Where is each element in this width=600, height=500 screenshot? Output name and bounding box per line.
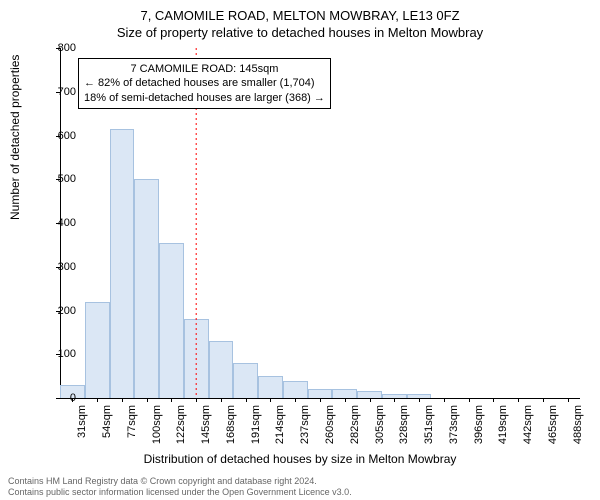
x-tick-mark xyxy=(568,398,569,402)
y-axis-label: Number of detached properties xyxy=(8,55,22,220)
y-tick-label: 100 xyxy=(46,348,76,360)
x-tick-mark xyxy=(469,398,470,402)
x-tick-label: 488sqm xyxy=(572,405,584,444)
plot-area: 7 CAMOMILE ROAD: 145sqm← 82% of detached… xyxy=(60,48,580,398)
x-tick-label: 373sqm xyxy=(448,405,460,444)
x-tick-label: 442sqm xyxy=(522,405,534,444)
x-tick-mark xyxy=(122,398,123,402)
y-tick-label: 700 xyxy=(46,86,76,98)
x-tick-label: 465sqm xyxy=(547,405,559,444)
x-tick-mark xyxy=(295,398,296,402)
x-tick-mark xyxy=(394,398,395,402)
x-tick-mark xyxy=(493,398,494,402)
footer-credits: Contains HM Land Registry data © Crown c… xyxy=(8,476,352,498)
y-tick-mark xyxy=(56,136,60,137)
x-tick-label: 351sqm xyxy=(423,405,435,444)
x-axis-label: Distribution of detached houses by size … xyxy=(0,452,600,466)
y-tick-mark xyxy=(56,223,60,224)
y-tick-label: 800 xyxy=(46,42,76,54)
x-tick-mark xyxy=(270,398,271,402)
x-tick-label: 260sqm xyxy=(324,405,336,444)
x-tick-mark xyxy=(320,398,321,402)
y-tick-label: 300 xyxy=(46,261,76,273)
x-tick-label: 100sqm xyxy=(151,405,163,444)
x-tick-label: 54sqm xyxy=(101,405,113,438)
x-tick-mark xyxy=(221,398,222,402)
y-tick-mark xyxy=(56,179,60,180)
annotation-line: ← 82% of detached houses are smaller (1,… xyxy=(84,76,325,90)
footer-line2: Contains public sector information licen… xyxy=(8,487,352,498)
x-tick-label: 419sqm xyxy=(497,405,509,444)
x-tick-label: 77sqm xyxy=(126,405,138,438)
annotation-box: 7 CAMOMILE ROAD: 145sqm← 82% of detached… xyxy=(78,58,331,109)
x-tick-mark xyxy=(72,398,73,402)
chart-title-line1: 7, CAMOMILE ROAD, MELTON MOWBRAY, LE13 0… xyxy=(0,0,600,23)
x-tick-mark xyxy=(171,398,172,402)
x-tick-mark xyxy=(370,398,371,402)
x-tick-mark xyxy=(97,398,98,402)
x-tick-mark xyxy=(345,398,346,402)
y-tick-mark xyxy=(56,92,60,93)
chart-container: 7, CAMOMILE ROAD, MELTON MOWBRAY, LE13 0… xyxy=(0,0,600,500)
x-tick-mark xyxy=(518,398,519,402)
x-tick-label: 122sqm xyxy=(175,405,187,444)
y-tick-label: 200 xyxy=(46,305,76,317)
x-tick-mark xyxy=(444,398,445,402)
x-tick-mark xyxy=(246,398,247,402)
y-tick-mark xyxy=(56,267,60,268)
x-tick-mark xyxy=(147,398,148,402)
y-tick-label: 400 xyxy=(46,217,76,229)
y-tick-mark xyxy=(56,311,60,312)
y-tick-label: 500 xyxy=(46,173,76,185)
x-tick-label: 305sqm xyxy=(374,405,386,444)
x-tick-label: 237sqm xyxy=(299,405,311,444)
chart-title-line2: Size of property relative to detached ho… xyxy=(0,23,600,40)
annotation-line: 18% of semi-detached houses are larger (… xyxy=(84,91,325,105)
annotation-line: 7 CAMOMILE ROAD: 145sqm xyxy=(84,62,325,76)
x-tick-label: 282sqm xyxy=(349,405,361,444)
x-tick-label: 31sqm xyxy=(76,405,88,438)
x-tick-label: 145sqm xyxy=(200,405,212,444)
x-tick-label: 396sqm xyxy=(473,405,485,444)
y-tick-mark xyxy=(56,354,60,355)
y-tick-mark xyxy=(56,398,60,399)
x-tick-mark xyxy=(419,398,420,402)
x-tick-mark xyxy=(196,398,197,402)
x-tick-label: 168sqm xyxy=(225,405,237,444)
x-tick-label: 191sqm xyxy=(250,405,262,444)
y-tick-label: 600 xyxy=(46,130,76,142)
y-tick-mark xyxy=(56,48,60,49)
footer-line1: Contains HM Land Registry data © Crown c… xyxy=(8,476,352,487)
x-tick-label: 328sqm xyxy=(398,405,410,444)
x-tick-label: 214sqm xyxy=(274,405,286,444)
x-tick-mark xyxy=(543,398,544,402)
